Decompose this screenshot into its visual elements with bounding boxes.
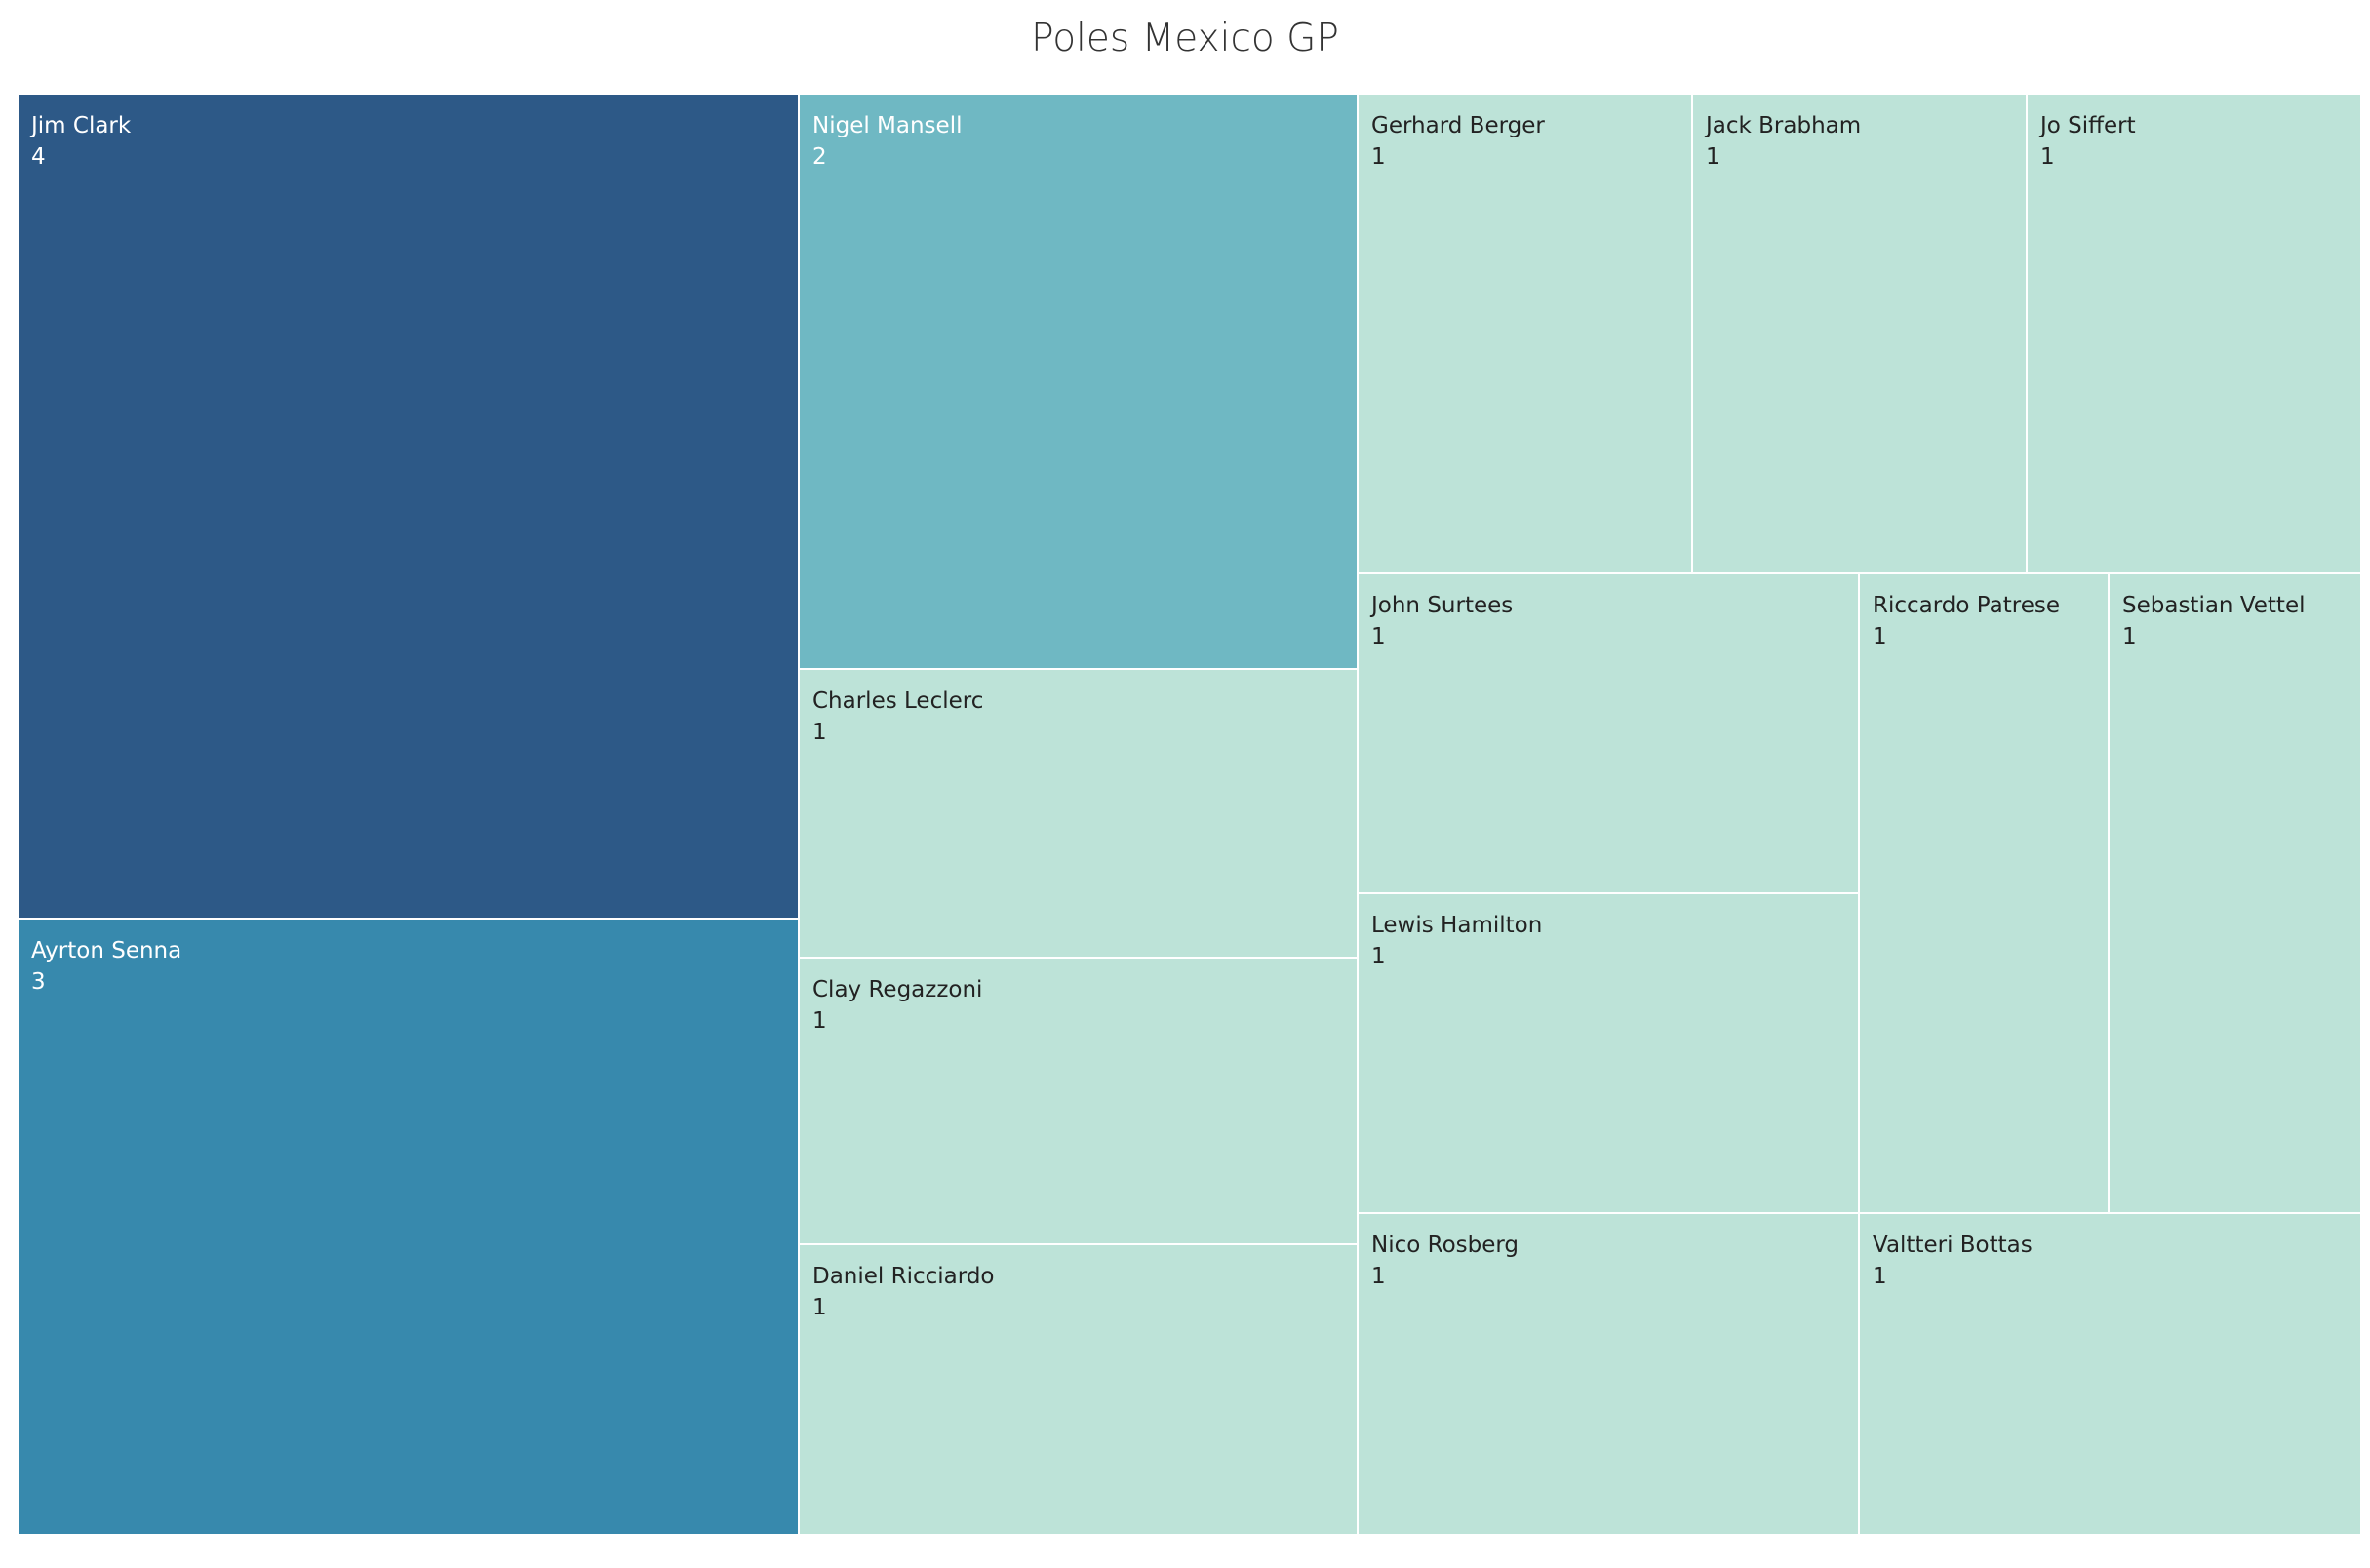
tile-charles-leclerc[interactable]: Charles Leclerc 1 — [798, 668, 1359, 959]
tile-rect-jo-siffert[interactable] — [2026, 93, 2362, 574]
tile-name-ayrton-senna: Ayrton Senna — [31, 938, 181, 963]
tile-name-clay-regazzoni: Clay Regazzoni — [812, 977, 982, 1002]
tile-daniel-ricciardo[interactable]: Daniel Ricciardo 1 — [798, 1243, 1359, 1536]
tile-name-daniel-ricciardo: Daniel Ricciardo — [812, 1264, 995, 1289]
tile-name-jo-siffert: Jo Siffert — [2038, 113, 2136, 138]
tile-rect-lewis-hamilton[interactable] — [1357, 892, 1860, 1214]
tile-clay-regazzoni[interactable]: Clay Regazzoni 1 — [798, 957, 1359, 1245]
tile-value-lewis-hamilton: 1 — [1371, 944, 1386, 969]
tile-value-clay-regazzoni: 1 — [812, 1008, 827, 1034]
tile-value-john-surtees: 1 — [1371, 624, 1386, 649]
tile-rect-jim-clark[interactable] — [17, 93, 800, 920]
tile-name-valtteri-bottas: Valtteri Bottas — [1873, 1233, 2033, 1258]
tile-value-jack-brabham: 1 — [1706, 144, 1720, 170]
tile-value-valtteri-bottas: 1 — [1873, 1264, 1887, 1289]
tile-jim-clark[interactable]: Jim Clark 4 — [17, 93, 800, 920]
tile-value-jim-clark: 4 — [31, 144, 46, 170]
tile-name-nico-rosberg: Nico Rosberg — [1371, 1233, 1519, 1258]
tile-value-sebastian-vettel: 1 — [2122, 624, 2137, 649]
tile-lewis-hamilton[interactable]: Lewis Hamilton 1 — [1357, 892, 1860, 1214]
tile-name-nigel-mansell: Nigel Mansell — [812, 113, 962, 138]
tile-riccardo-patrese[interactable]: Riccardo Patrese 1 — [1858, 572, 2110, 1214]
tile-rect-daniel-ricciardo[interactable] — [798, 1243, 1359, 1536]
tile-rect-nico-rosberg[interactable] — [1357, 1212, 1860, 1536]
tile-nico-rosberg[interactable]: Nico Rosberg 1 — [1357, 1212, 1860, 1536]
tile-rect-nigel-mansell[interactable] — [798, 93, 1359, 670]
tile-rect-charles-leclerc[interactable] — [798, 668, 1359, 959]
tile-value-jo-siffert: 1 — [2040, 144, 2055, 170]
tile-jo-siffert[interactable]: Jo Siffert 1 — [2026, 93, 2362, 574]
tile-gerhard-berger[interactable]: Gerhard Berger 1 — [1357, 93, 1693, 574]
tile-nigel-mansell[interactable]: Nigel Mansell 2 — [798, 93, 1359, 670]
tile-name-jim-clark: Jim Clark — [29, 113, 132, 138]
chart-title: Poles Mexico GP — [1031, 17, 1339, 60]
tile-rect-valtteri-bottas[interactable] — [1858, 1212, 2362, 1536]
tile-sebastian-vettel[interactable]: Sebastian Vettel 1 — [2108, 572, 2362, 1214]
tile-value-nico-rosberg: 1 — [1371, 1264, 1386, 1289]
tile-value-ayrton-senna: 3 — [31, 969, 46, 995]
tile-value-charles-leclerc: 1 — [812, 720, 827, 745]
tile-name-lewis-hamilton: Lewis Hamilton — [1371, 913, 1542, 938]
tile-rect-clay-regazzoni[interactable] — [798, 957, 1359, 1245]
tile-jack-brabham[interactable]: Jack Brabham 1 — [1691, 93, 2028, 574]
tile-name-john-surtees: John Surtees — [1369, 593, 1513, 618]
tile-rect-ayrton-senna[interactable] — [17, 918, 800, 1536]
tile-value-gerhard-berger: 1 — [1371, 144, 1386, 170]
tile-value-nigel-mansell: 2 — [812, 144, 827, 170]
tile-ayrton-senna[interactable]: Ayrton Senna 3 — [17, 918, 800, 1536]
tile-rect-john-surtees[interactable] — [1357, 572, 1860, 894]
tile-value-riccardo-patrese: 1 — [1873, 624, 1887, 649]
tile-name-riccardo-patrese: Riccardo Patrese — [1873, 593, 2060, 618]
tile-rect-riccardo-patrese[interactable] — [1858, 572, 2110, 1214]
tile-valtteri-bottas[interactable]: Valtteri Bottas 1 — [1858, 1212, 2362, 1536]
tile-john-surtees[interactable]: John Surtees 1 — [1357, 572, 1860, 894]
tile-value-daniel-ricciardo: 1 — [812, 1295, 827, 1320]
tile-name-gerhard-berger: Gerhard Berger — [1371, 113, 1545, 138]
tile-rect-gerhard-berger[interactable] — [1357, 93, 1693, 574]
tile-name-jack-brabham: Jack Brabham — [1704, 113, 1861, 138]
tile-name-sebastian-vettel: Sebastian Vettel — [2122, 593, 2306, 618]
tile-rect-jack-brabham[interactable] — [1691, 93, 2028, 574]
tile-rect-sebastian-vettel[interactable] — [2108, 572, 2362, 1214]
tile-name-charles-leclerc: Charles Leclerc — [812, 688, 983, 714]
